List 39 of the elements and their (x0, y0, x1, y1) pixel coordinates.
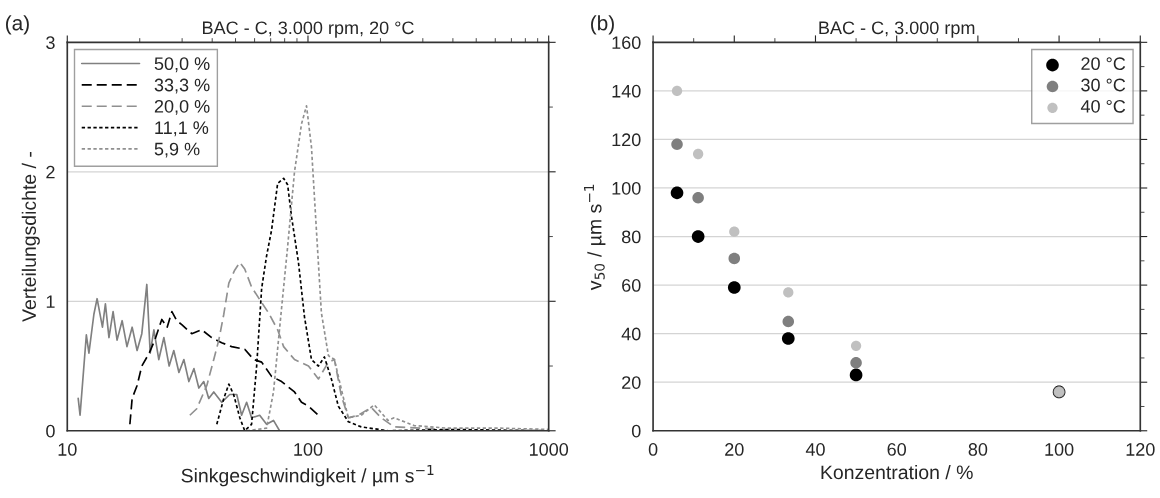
y-tick-label: 1 (46, 295, 55, 308)
y-axis-title: Verteilungsdichte / - (21, 152, 40, 322)
y-tick-label: 20 (622, 376, 641, 389)
legend-label: 11,1 % (155, 121, 209, 137)
x-axis-title: Konzentration / % (821, 464, 973, 480)
text: (a) (5, 15, 29, 35)
chart-title: BAC - C, 3.000 rpm (819, 21, 975, 38)
legend-label: 33,3 % (154, 78, 210, 94)
x-tick-label: 40 (805, 443, 825, 456)
y-tick-label: 3 (46, 36, 55, 50)
x-tick-label: 100 (1045, 443, 1074, 456)
legend-label: 5,9 % (154, 142, 200, 158)
x-tick-label: 80 (968, 443, 988, 456)
y-tick-label: 60 (622, 279, 641, 292)
y-tick-label: 140 (612, 84, 641, 98)
y-tick-label: 160 (612, 36, 641, 50)
y-tick-label: 0 (46, 424, 55, 438)
x-tick-label: 10 (58, 443, 77, 456)
y-tick-label: 120 (612, 133, 641, 147)
legend-label: 50,0 % (154, 57, 210, 73)
y-axis-title: v$_{50}$ / µm s$^{−1}$ (584, 184, 606, 291)
x-tick-label: 60 (887, 443, 907, 456)
x-tick-label: 120 (1126, 443, 1155, 456)
y-tick-label: 100 (612, 181, 641, 195)
y-tick-label: 80 (621, 230, 641, 244)
chart-title: BAC - C, 3.000 rpm, 20 °C (203, 21, 414, 38)
x-tick-label: 1000 (529, 443, 569, 456)
legend-label: 40 °C (1080, 99, 1126, 113)
text: (b) (591, 15, 614, 35)
y-tick-label: 0 (631, 424, 641, 438)
y-tick-label: 2 (46, 165, 55, 179)
x-tick-label: 0 (648, 443, 658, 456)
legend-label: 30 °C (1081, 78, 1126, 92)
x-tick-label: 100 (294, 443, 323, 456)
x-axis-title: Sinkgeschwindigkeit / µm s$^{−1}$ (181, 464, 434, 487)
x-tick-label: 20 (725, 443, 744, 456)
y-tick-label: 40 (621, 327, 641, 341)
legend-label: 20 °C (1081, 57, 1126, 71)
legend-label: 20,0 % (154, 99, 210, 115)
